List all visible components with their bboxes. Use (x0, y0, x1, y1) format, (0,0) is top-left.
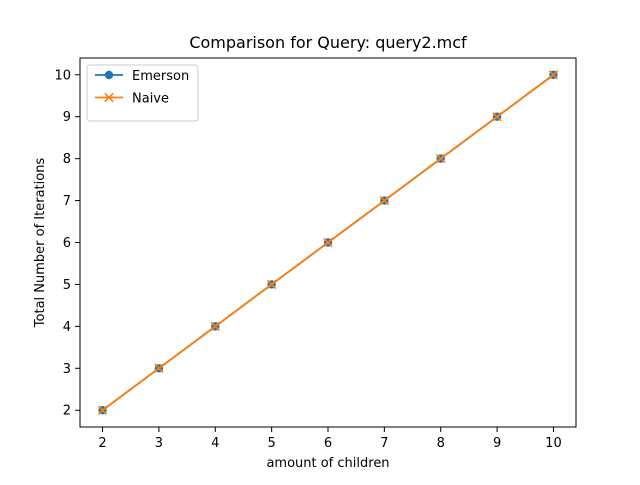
naive-point (435, 153, 446, 164)
x-tick-label: 7 (380, 436, 388, 451)
x-tick-label: 2 (98, 436, 106, 451)
naive-point (97, 405, 108, 415)
y-tick-label: 8 (63, 152, 71, 167)
y-tick-label: 3 (63, 362, 71, 377)
plot-frame (79, 57, 577, 428)
y-tick-label: 7 (63, 194, 71, 209)
naive-point (323, 237, 333, 248)
y-axis-ticks: 2 3 4 5 6 7 8 9 10 (54, 68, 80, 419)
legend-emerson-marker (104, 70, 114, 80)
y-tick-label: 2 (63, 404, 71, 419)
legend-naive-marker (104, 92, 114, 103)
x-tick-label: 3 (155, 436, 163, 451)
x-tick-label: 9 (493, 436, 501, 451)
legend: Emerson Naive (86, 64, 199, 122)
legend-naive-label: Naive (132, 92, 169, 107)
x-tick-label: 8 (437, 436, 445, 451)
x-tick-label: 10 (545, 436, 562, 451)
naive-point (548, 70, 559, 80)
series-layer (97, 70, 559, 415)
x-tick-label: 4 (211, 436, 219, 451)
y-axis-label: Total Number of Iterations (33, 158, 48, 329)
legend-emerson-label: Emerson (132, 69, 189, 84)
naive-point (266, 279, 277, 290)
y-tick-label: 5 (63, 278, 71, 293)
y-tick-label: 10 (54, 68, 71, 83)
x-tick-label: 6 (324, 436, 332, 451)
y-tick-label: 9 (63, 110, 71, 125)
y-tick-label: 4 (63, 320, 71, 335)
naive-point (379, 195, 390, 206)
y-tick-label: 6 (63, 236, 71, 251)
x-axis-ticks: 2 3 4 5 6 7 8 9 10 (98, 427, 562, 451)
x-tick-label: 5 (267, 436, 275, 451)
x-axis-label: amount of children (266, 456, 389, 471)
chart-title: Comparison for Query: query2.mcf (189, 33, 467, 52)
naive-point (492, 111, 502, 122)
naive-point (210, 321, 221, 332)
legend-box (86, 64, 199, 122)
naive-point (154, 363, 164, 374)
